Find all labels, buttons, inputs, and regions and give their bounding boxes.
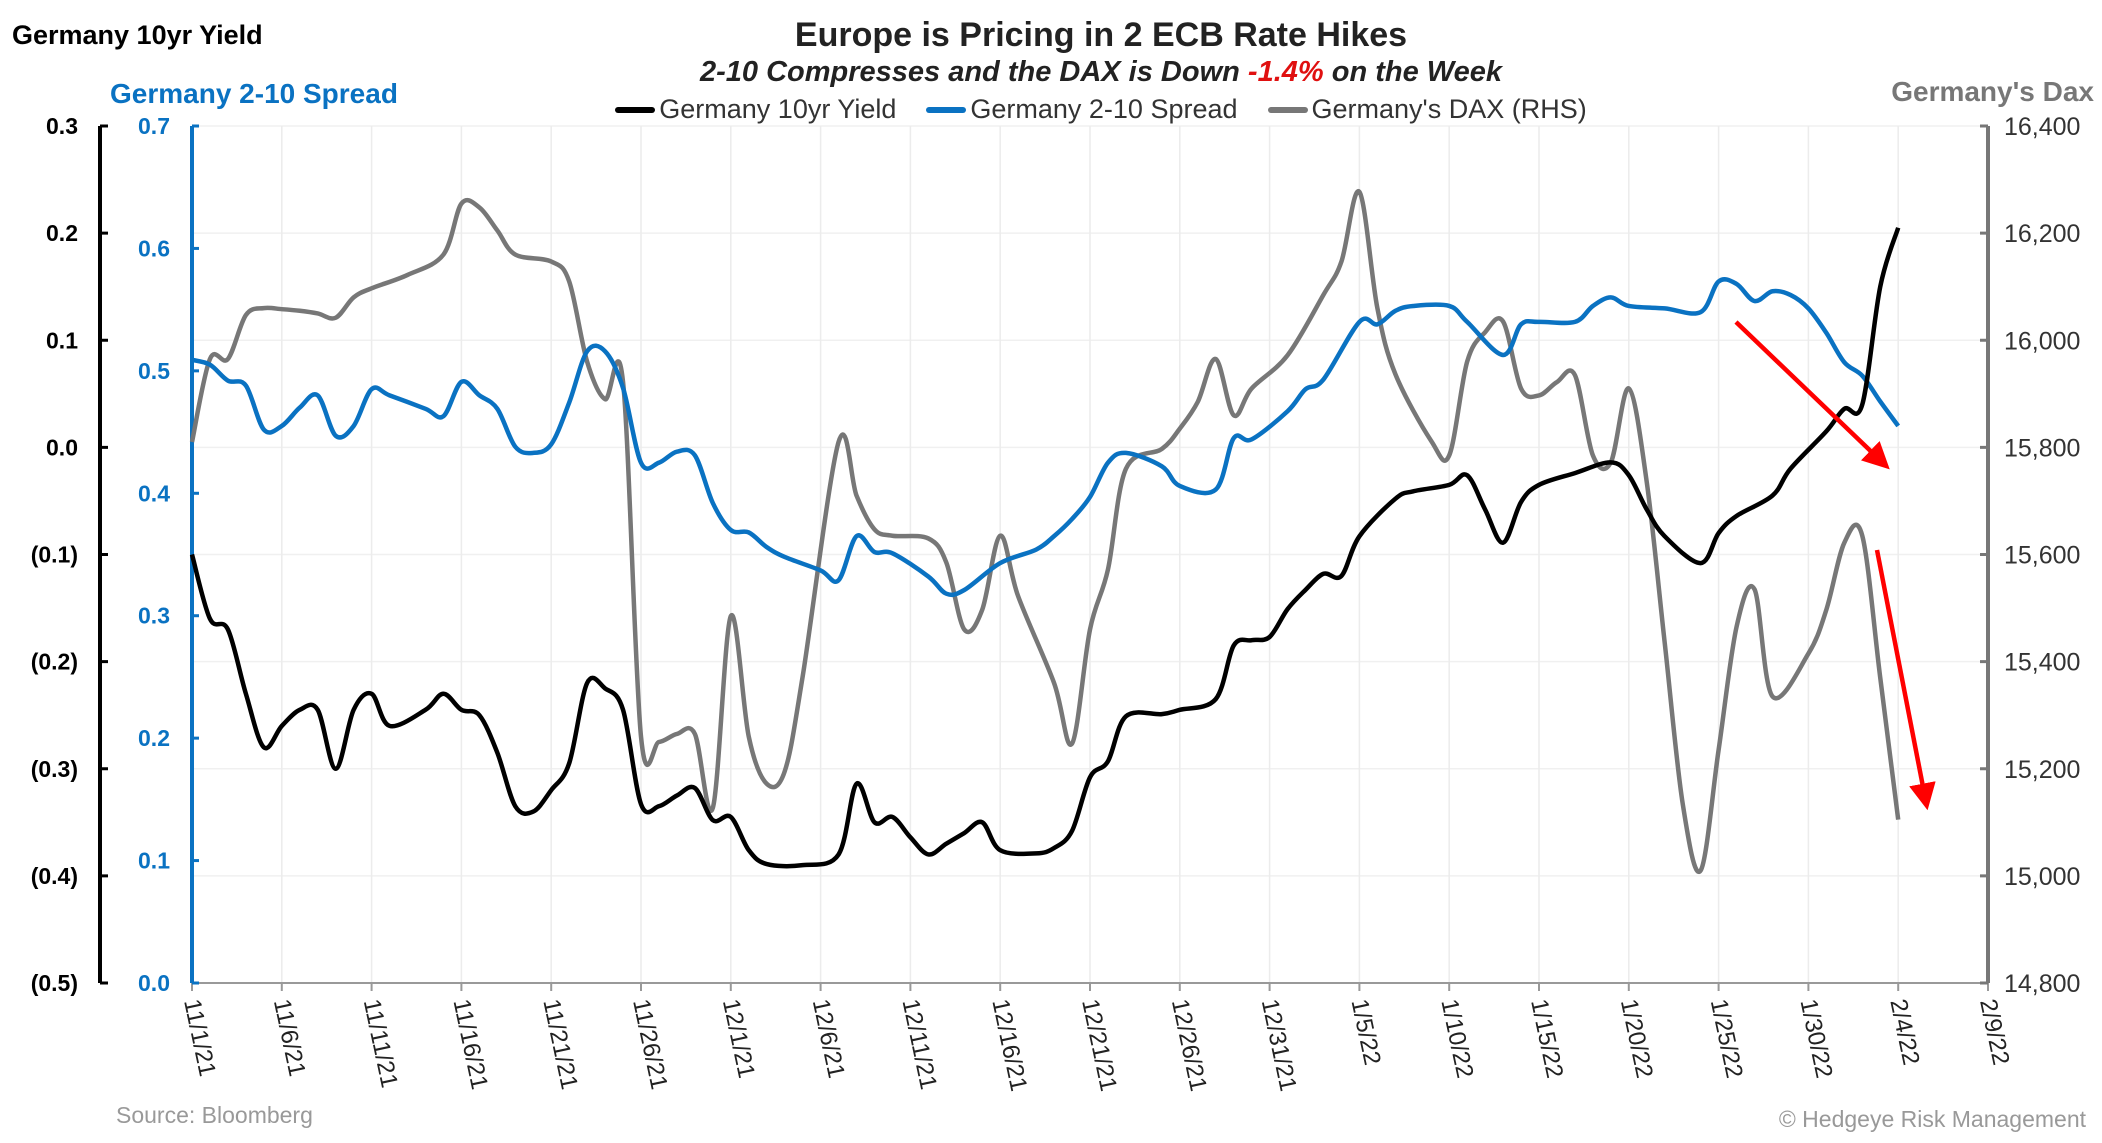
series-line-yield (189, 227, 1901, 869)
spread-tick-label: 0.6 (138, 235, 170, 261)
left-tick-label: (0.4) (31, 863, 78, 889)
left-tick-label: 0.2 (46, 220, 78, 246)
subtitle-part-3: on the Week (1323, 56, 1503, 88)
right-tick-label: 15,600 (2004, 542, 2080, 570)
x-tick-label: 2/9/22 (1974, 997, 2014, 1068)
spread-tick-label: 0.4 (138, 480, 170, 506)
annotation-arrow (1874, 549, 1936, 811)
legend-item-yield: Germany 10yr Yield (615, 94, 896, 125)
series-line-spread (191, 277, 1901, 598)
x-tick-label: 11/21/21 (537, 997, 582, 1092)
annotation-arrow (1734, 320, 1890, 470)
legend-label: Germany 2-10 Spread (970, 94, 1238, 124)
right-tick-label: 15,800 (2004, 434, 2080, 462)
legend-swatch (615, 106, 656, 113)
legend-swatch (926, 106, 967, 113)
x-tick-label: 12/11/21 (897, 997, 942, 1092)
chart-title: Europe is Pricing in 2 ECB Rate Hikes (794, 16, 1408, 54)
source-note: Source: Bloomberg (116, 1102, 313, 1128)
left-tick-label: (0.2) (31, 649, 78, 675)
x-tick-label: 11/11/21 (358, 997, 403, 1091)
subtitle-highlight: -1.4% (1247, 56, 1324, 88)
left-tick-label: (0.3) (31, 756, 78, 782)
left-tick-label: (0.1) (31, 542, 78, 568)
x-tick-label: 2/4/22 (1884, 997, 1924, 1068)
x-tick-label: 12/31/21 (1256, 997, 1302, 1094)
right-tick-label: 16,000 (2004, 327, 2080, 355)
x-tick-label: 12/26/21 (1166, 997, 1212, 1094)
right-axis-title: Germany's Dax (1891, 76, 2094, 107)
right-tick-label: 16,400 (2004, 113, 2080, 141)
chart-subtitle: 2-10 Compresses and the DAX is Down -1.4… (0, 56, 2102, 89)
x-tick-label: 12/1/21 (717, 997, 760, 1081)
left-axis-title: Germany 10yr Yield (12, 20, 263, 50)
x-tick-label: 1/20/22 (1615, 997, 1658, 1081)
spread-tick-label: 0.5 (138, 358, 170, 384)
legend-label: Germany's DAX (RHS) (1311, 94, 1587, 124)
x-tick-label: 12/21/21 (1076, 997, 1122, 1094)
left-tick-label: (0.5) (31, 970, 78, 996)
spread-tick-label: 0.7 (138, 113, 170, 139)
legend: Germany 10yr Yield Germany 2-10 Spread G… (0, 94, 2102, 125)
left-tick-label: 0.0 (46, 434, 78, 460)
x-tick-label: 11/6/21 (268, 997, 311, 1079)
spread-axis-title: Germany 2-10 Spread (110, 78, 398, 109)
spread-tick-label: 0.3 (138, 603, 170, 629)
copyright-note: © Hedgeye Risk Management (1778, 1106, 2086, 1132)
spread-tick-label: 0.2 (138, 725, 170, 751)
x-tick-label: 1/5/22 (1346, 997, 1386, 1068)
x-tick-label: 1/25/22 (1705, 997, 1748, 1081)
legend-label: Germany 10yr Yield (659, 94, 897, 124)
right-tick-label: 15,400 (2004, 649, 2080, 677)
spread-tick-label: 0.1 (138, 848, 170, 874)
x-tick-label: 11/26/21 (627, 997, 672, 1092)
subtitle-part-1: 2-10 Compresses and the DAX is Down (699, 56, 1248, 88)
right-tick-label: 14,800 (2004, 970, 2080, 998)
left-tick-label: 0.1 (46, 327, 78, 353)
x-tick-label: 12/16/21 (986, 997, 1032, 1094)
x-tick-label: 12/6/21 (807, 997, 850, 1081)
right-tick-label: 16,200 (2004, 220, 2080, 248)
right-tick-label: 15,000 (2004, 863, 2080, 891)
series-line-dax (189, 189, 1901, 875)
x-tick-label: 11/1/21 (178, 997, 221, 1079)
left-tick-label: 0.3 (46, 113, 78, 139)
legend-swatch (1267, 106, 1308, 113)
x-tick-label: 1/15/22 (1525, 997, 1568, 1081)
right-tick-label: 15,200 (2004, 756, 2080, 784)
legend-item-dax: Germany's DAX (RHS) (1267, 94, 1587, 125)
spread-tick-label: 0.0 (138, 970, 170, 996)
x-tick-label: 1/10/22 (1435, 997, 1478, 1081)
x-tick-label: 1/30/22 (1795, 997, 1838, 1081)
legend-item-spread: Germany 2-10 Spread (926, 94, 1238, 125)
x-tick-label: 11/16/21 (448, 997, 493, 1092)
